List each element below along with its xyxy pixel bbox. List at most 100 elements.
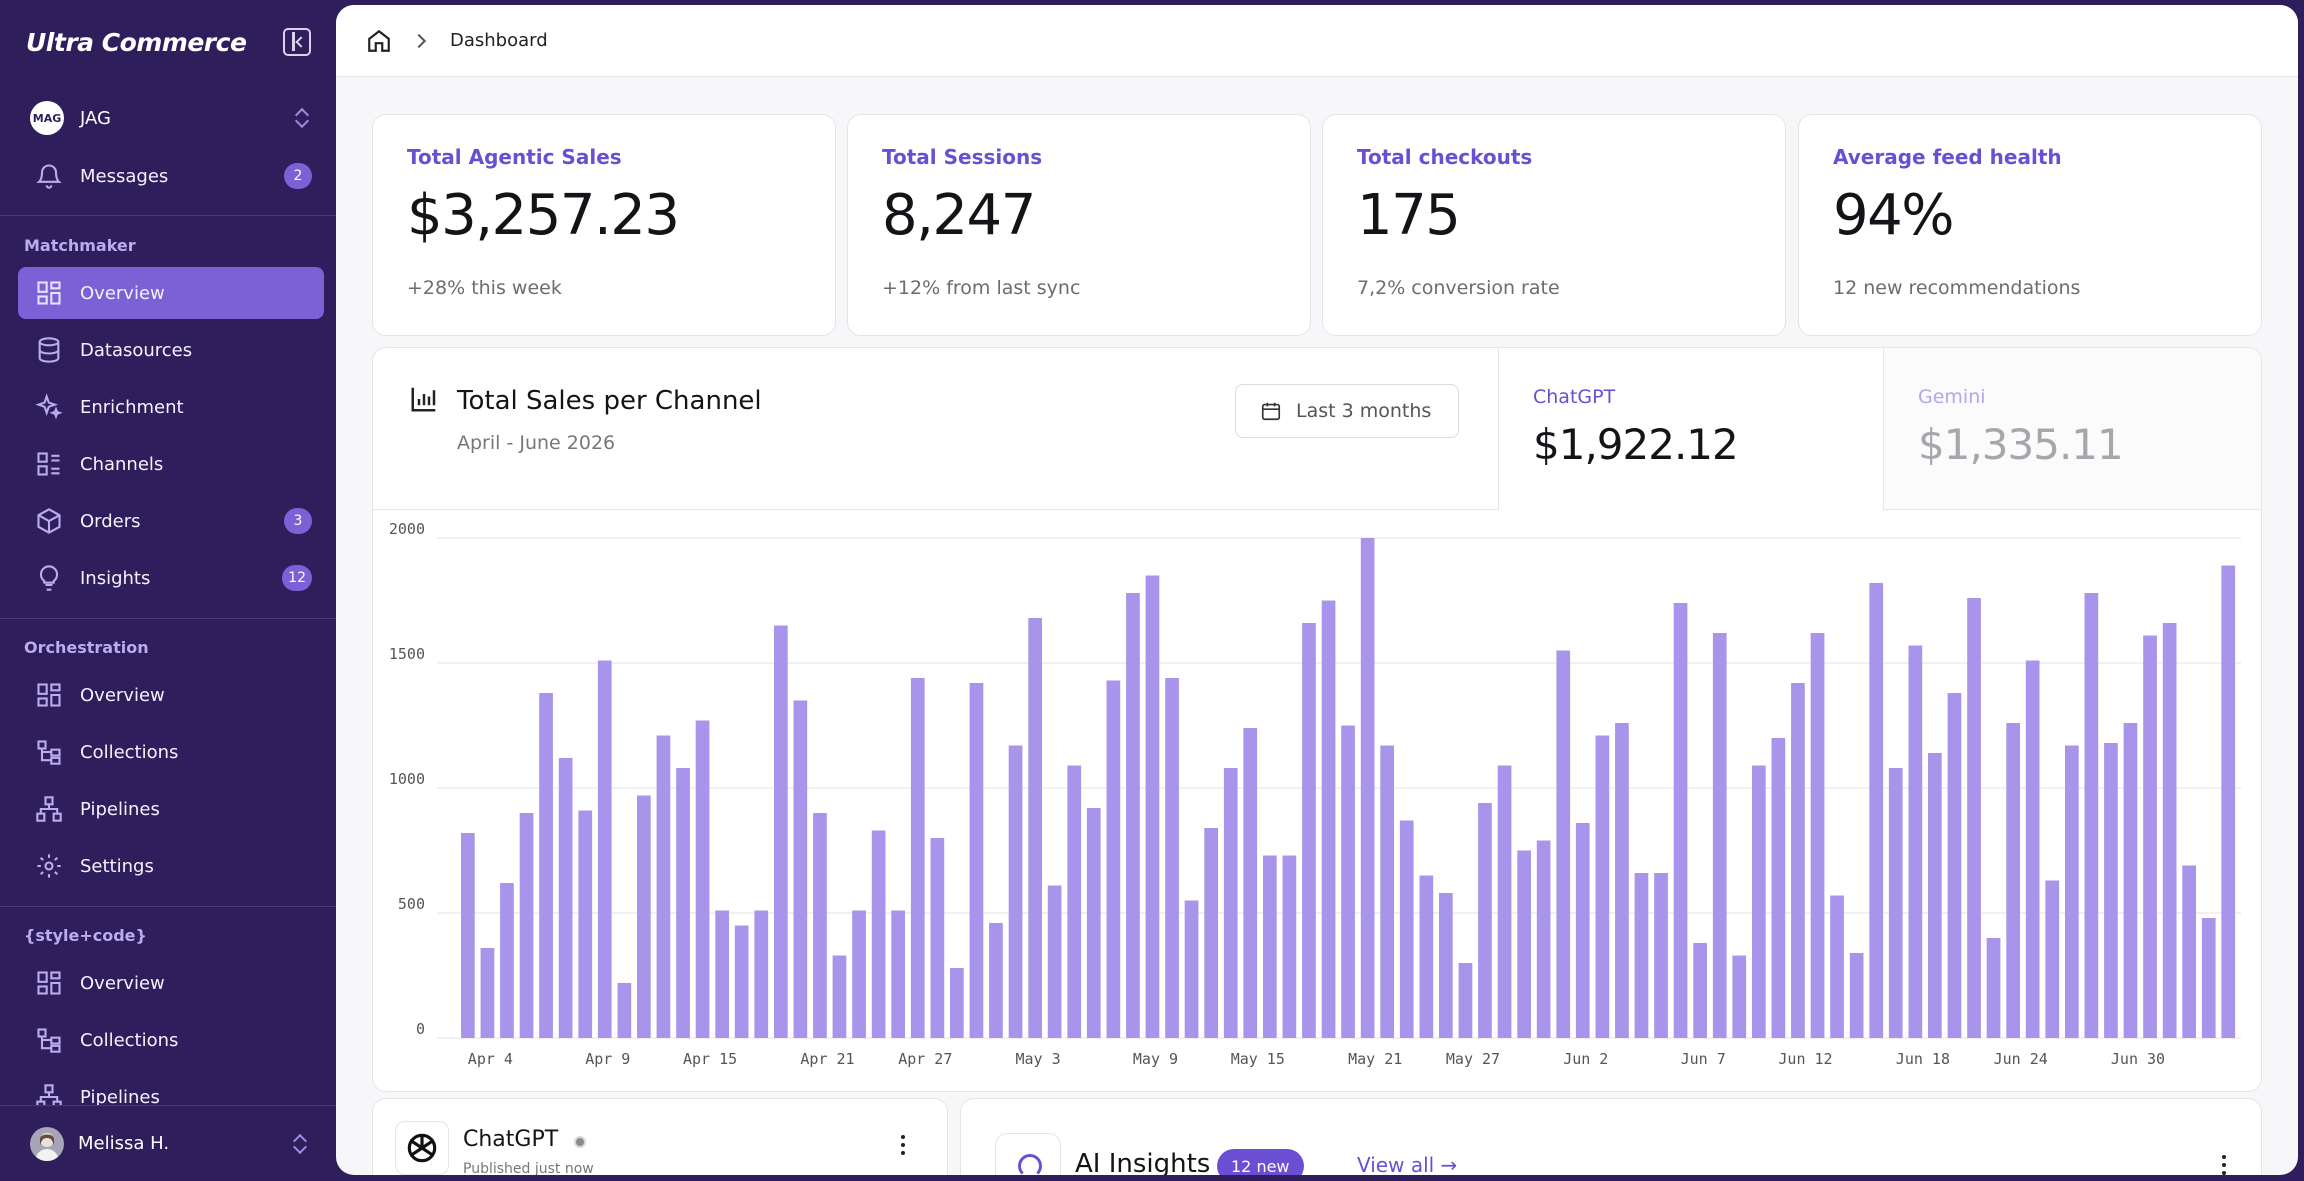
bar[interactable] [695, 720, 710, 1039]
bar[interactable] [1928, 753, 1942, 1038]
bar[interactable] [2201, 918, 2216, 1038]
bar[interactable] [558, 758, 573, 1038]
view-all-link[interactable]: View all → [1357, 1153, 1457, 1175]
bar[interactable] [1752, 765, 1766, 1039]
bar[interactable] [989, 923, 1003, 1038]
bar[interactable] [1204, 828, 1218, 1038]
sidebar-item-datasources[interactable]: Datasources [18, 324, 324, 376]
sidebar-item-orchestration-collections[interactable]: Collections [18, 726, 324, 778]
channel-tab-chatgpt[interactable]: ChatGPT $1,922.12 [1499, 348, 1883, 510]
bar[interactable] [1341, 725, 1355, 1039]
bar[interactable] [1223, 768, 1238, 1038]
bar[interactable] [1419, 875, 1434, 1039]
sidebar-item-orders[interactable]: Orders 3 [18, 495, 324, 547]
more-options-icon[interactable] [2221, 1155, 2227, 1175]
collapse-sidebar-button[interactable] [283, 28, 311, 56]
bar[interactable] [1556, 650, 1571, 1039]
sidebar-item-stylecode-pipelines[interactable]: Pipelines [18, 1071, 324, 1123]
bar[interactable] [813, 813, 827, 1038]
bar[interactable] [1634, 873, 1649, 1038]
home-icon[interactable] [366, 28, 392, 54]
bar[interactable] [871, 830, 886, 1039]
sidebar-item-orchestration-pipelines[interactable]: Pipelines [18, 783, 324, 835]
bar[interactable] [2162, 623, 2177, 1038]
bar[interactable] [1517, 850, 1531, 1039]
bar[interactable] [930, 838, 945, 1038]
sidebar-item-messages[interactable]: Messages 2 [18, 150, 324, 202]
user-menu[interactable]: Melissa H. [0, 1105, 336, 1181]
bar[interactable] [891, 910, 905, 1039]
bar[interactable] [2025, 660, 2040, 1039]
bar[interactable] [1908, 645, 1923, 1039]
bar[interactable] [1184, 900, 1199, 1039]
bar[interactable] [793, 700, 808, 1039]
bar[interactable] [1263, 855, 1277, 1039]
bar[interactable] [2221, 565, 2236, 1039]
bar[interactable] [1321, 600, 1336, 1039]
date-range-button[interactable]: Last 3 months [1235, 384, 1459, 438]
bar[interactable] [1575, 823, 1590, 1038]
bar[interactable] [1165, 678, 1179, 1038]
bar[interactable] [1595, 735, 1610, 1039]
sidebar-item-stylecode-collections[interactable]: Collections [18, 1014, 324, 1066]
bar[interactable] [1047, 885, 1062, 1039]
bar[interactable] [1497, 765, 1512, 1039]
bar[interactable] [1008, 745, 1023, 1039]
bar[interactable] [676, 768, 690, 1038]
bar[interactable] [1869, 583, 1884, 1038]
bar[interactable] [578, 810, 593, 1039]
bar[interactable] [1439, 893, 1453, 1038]
bar[interactable] [1086, 808, 1101, 1038]
bar[interactable] [1693, 943, 1707, 1038]
bar[interactable] [1732, 955, 1747, 1039]
bar[interactable] [1888, 768, 1903, 1038]
bar[interactable] [1458, 963, 1473, 1038]
brand-logo[interactable]: Ultra Commerce [26, 28, 247, 57]
bar[interactable] [1067, 765, 1082, 1039]
bar[interactable] [597, 660, 612, 1039]
bar[interactable] [2065, 745, 2079, 1039]
bar[interactable] [1126, 593, 1140, 1038]
bar[interactable] [1243, 728, 1258, 1038]
bar[interactable] [1106, 680, 1121, 1039]
bar[interactable] [852, 910, 866, 1039]
sidebar-item-overview[interactable]: Overview [18, 267, 324, 319]
bar[interactable] [480, 948, 495, 1038]
bar[interactable] [637, 795, 651, 1039]
bar[interactable] [734, 925, 749, 1039]
bar[interactable] [1360, 538, 1375, 1038]
bar[interactable] [910, 678, 925, 1038]
bar[interactable] [2143, 635, 2157, 1039]
bar[interactable] [1712, 633, 1727, 1038]
bar[interactable] [950, 968, 964, 1038]
sidebar-item-orchestration-settings[interactable]: Settings [18, 840, 324, 892]
org-switcher[interactable]: MAG JAG [18, 98, 318, 138]
bar[interactable] [1615, 723, 1629, 1038]
bar[interactable] [461, 833, 475, 1038]
bar[interactable] [1947, 693, 1962, 1038]
bar[interactable] [715, 910, 729, 1039]
channel-tab-gemini[interactable]: Gemini $1,335.11 [1883, 348, 2261, 510]
bar[interactable] [754, 910, 769, 1039]
bar[interactable] [1771, 738, 1786, 1038]
bar[interactable] [2182, 865, 2196, 1039]
sidebar-item-orchestration-overview[interactable]: Overview [18, 669, 324, 721]
bar[interactable] [2104, 743, 2118, 1038]
bar[interactable] [1302, 623, 1316, 1038]
bar[interactable] [1810, 633, 1825, 1038]
bar[interactable] [2084, 593, 2099, 1038]
bar[interactable] [1986, 938, 2001, 1038]
bar[interactable] [617, 983, 632, 1038]
bar[interactable] [969, 683, 984, 1038]
bar[interactable] [1282, 855, 1297, 1039]
bar[interactable] [539, 693, 553, 1038]
bar[interactable] [1380, 745, 1394, 1039]
bar[interactable] [2045, 880, 2060, 1039]
bar[interactable] [832, 955, 847, 1039]
bar[interactable] [1028, 618, 1042, 1038]
bar[interactable] [1791, 683, 1805, 1038]
bar[interactable] [2006, 723, 2020, 1038]
sidebar-item-stylecode-overview[interactable]: Overview [18, 957, 324, 1009]
bar[interactable] [2123, 723, 2138, 1038]
sidebar-item-enrichment[interactable]: Enrichment [18, 381, 324, 433]
